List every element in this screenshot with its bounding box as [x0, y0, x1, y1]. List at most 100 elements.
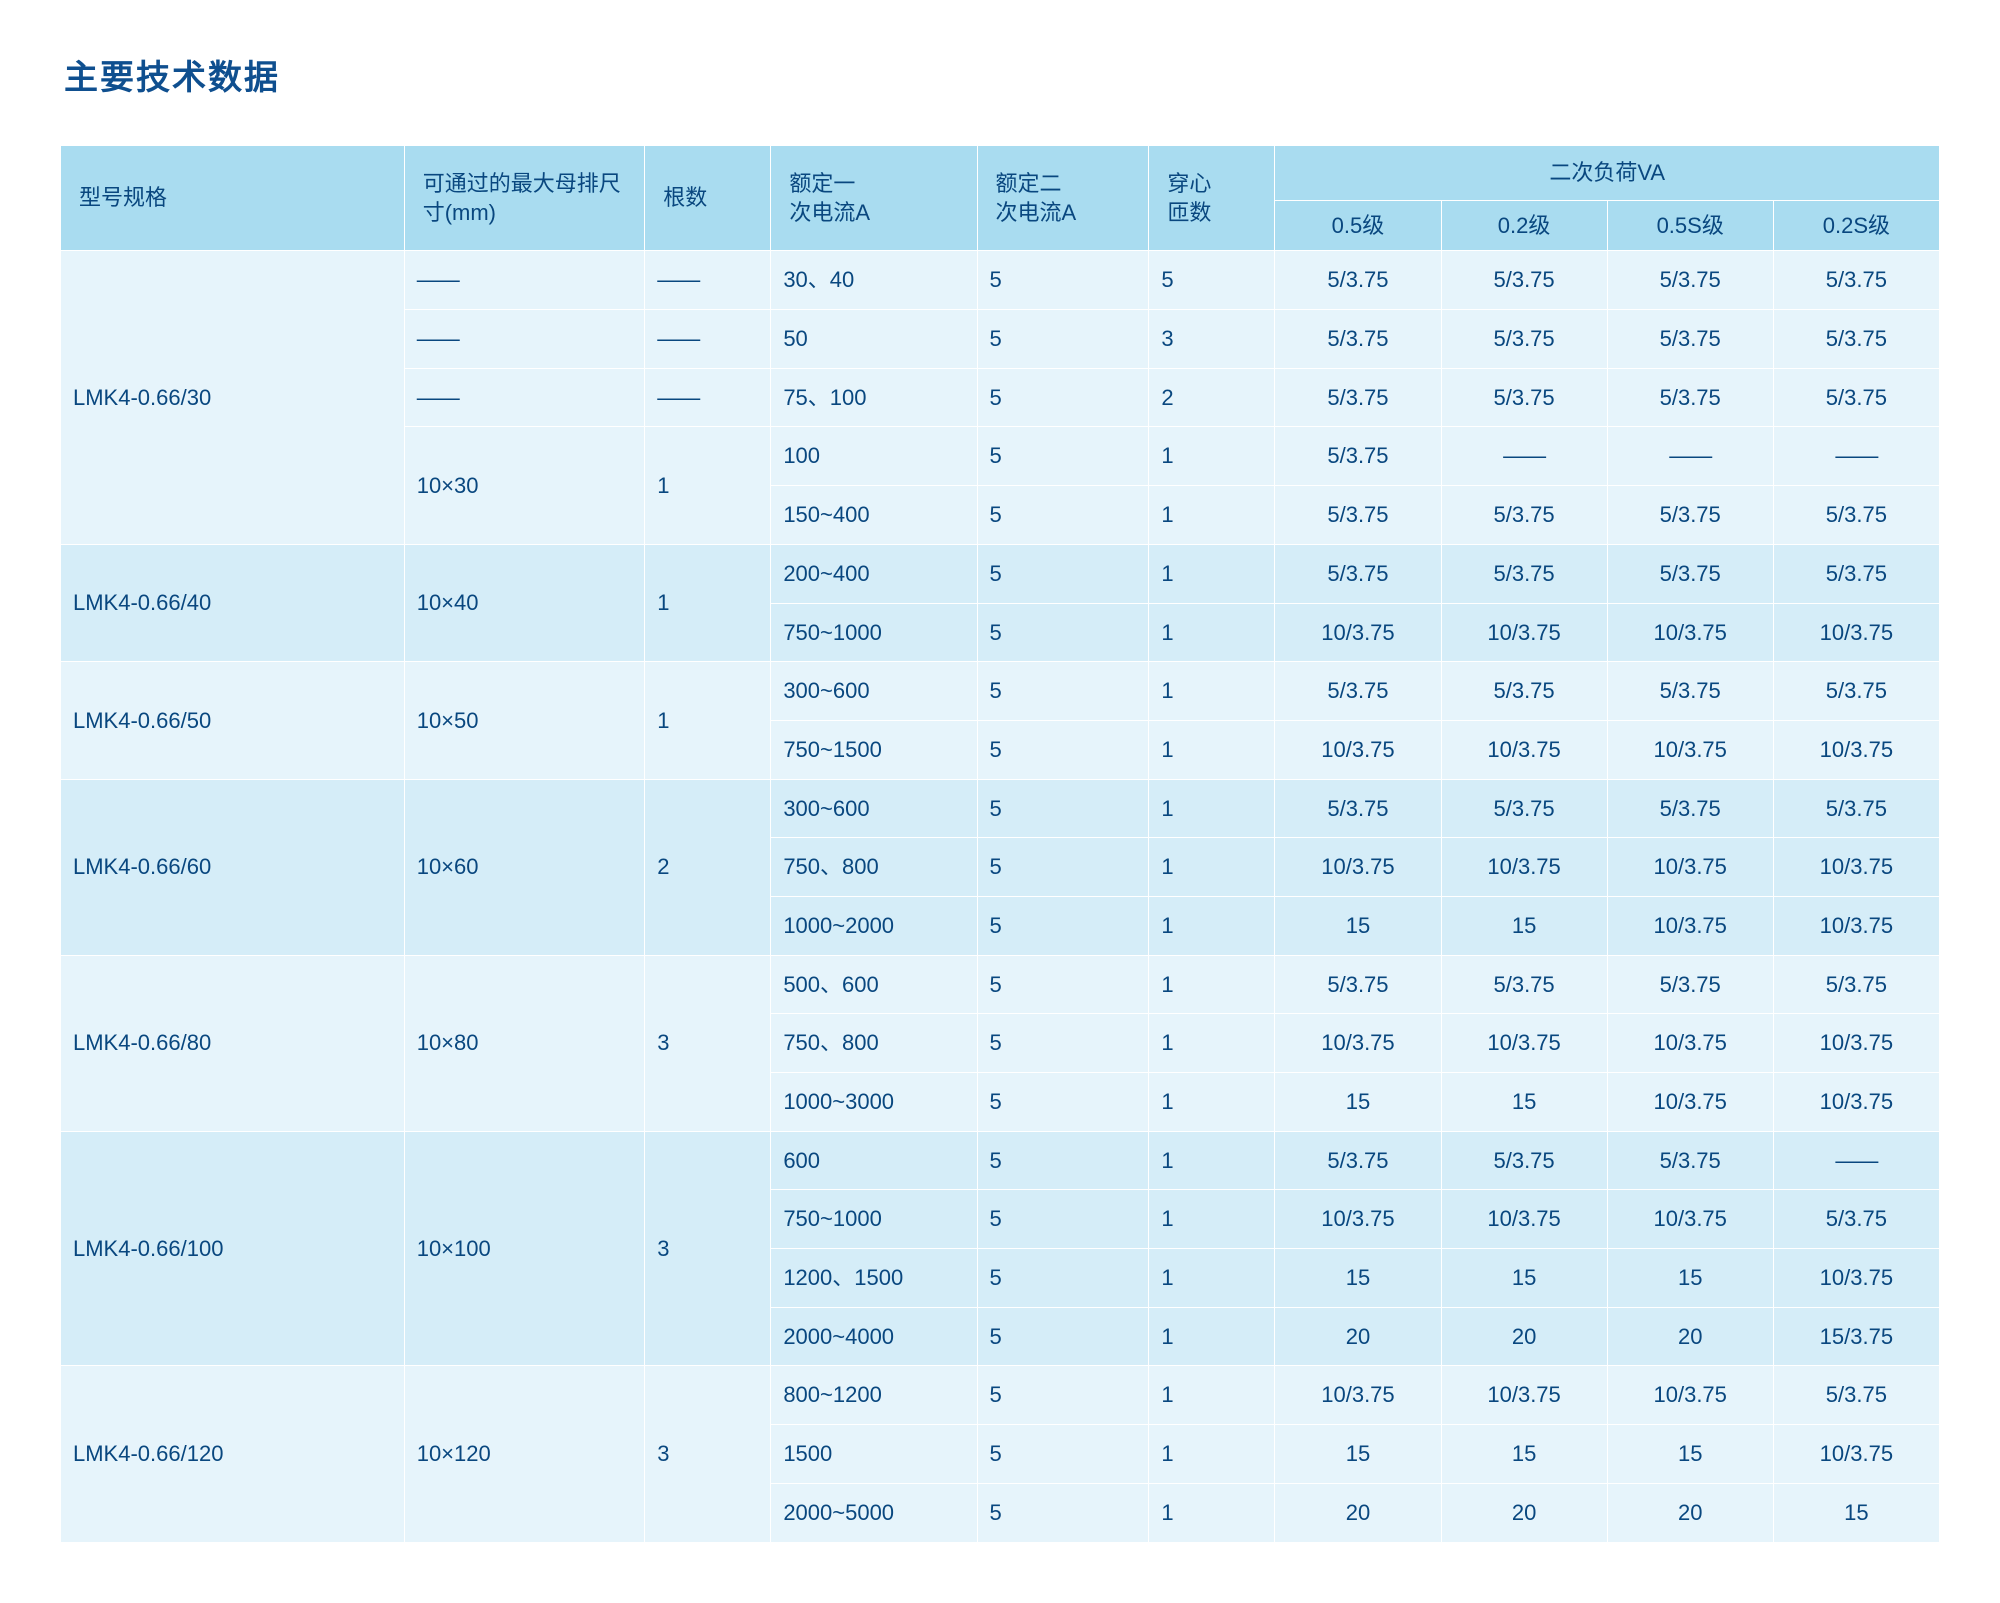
- cell-va-0: 15: [1275, 1425, 1441, 1484]
- cell-va-2: 10/3.75: [1607, 1190, 1773, 1249]
- cell-primary: 300~600: [771, 662, 977, 721]
- th-va-0-2: 0.2级: [1441, 200, 1607, 251]
- cell-turns: 1: [1149, 1307, 1275, 1366]
- cell-busbar: 10×100: [404, 1131, 645, 1366]
- cell-va-1: 15: [1441, 1073, 1607, 1132]
- table-row: LMK4-0.66/10010×1003600515/3.755/3.755/3…: [61, 1131, 1940, 1190]
- cell-secondary: 5: [977, 720, 1149, 779]
- cell-va-1: 15: [1441, 1425, 1607, 1484]
- cell-va-2: 5/3.75: [1607, 1131, 1773, 1190]
- cell-busbar: 10×40: [404, 544, 645, 661]
- cell-va-2: 10/3.75: [1607, 896, 1773, 955]
- cell-va-3: ——: [1773, 427, 1939, 486]
- cell-va-0: 10/3.75: [1275, 1366, 1441, 1425]
- cell-va-2: 20: [1607, 1307, 1773, 1366]
- cell-secondary: 5: [977, 603, 1149, 662]
- cell-turns: 1: [1149, 1190, 1275, 1249]
- cell-turns: 1: [1149, 955, 1275, 1014]
- cell-va-0: 5/3.75: [1275, 310, 1441, 369]
- cell-primary: 1200、1500: [771, 1249, 977, 1308]
- cell-turns: 1: [1149, 544, 1275, 603]
- cell-va-0: 10/3.75: [1275, 720, 1441, 779]
- cell-turns: 2: [1149, 368, 1275, 427]
- cell-busbar: 10×60: [404, 779, 645, 955]
- cell-va-1: 10/3.75: [1441, 603, 1607, 662]
- cell-model: LMK4-0.66/120: [61, 1366, 405, 1542]
- cell-busbar: 10×120: [404, 1366, 645, 1542]
- cell-va-2: 15: [1607, 1425, 1773, 1484]
- cell-va-1: 5/3.75: [1441, 310, 1607, 369]
- cell-va-3: 10/3.75: [1773, 603, 1939, 662]
- cell-va-0: 15: [1275, 1249, 1441, 1308]
- th-va-0-2s: 0.2S级: [1773, 200, 1939, 251]
- cell-turns: 1: [1149, 486, 1275, 545]
- cell-roots: 3: [645, 955, 771, 1131]
- cell-primary: 30、40: [771, 251, 977, 310]
- cell-va-0: 5/3.75: [1275, 486, 1441, 545]
- cell-secondary: 5: [977, 251, 1149, 310]
- cell-va-3: 5/3.75: [1773, 544, 1939, 603]
- cell-turns: 1: [1149, 896, 1275, 955]
- cell-va-2: 5/3.75: [1607, 955, 1773, 1014]
- cell-primary: 1000~3000: [771, 1073, 977, 1132]
- table-row: LMK4-0.66/5010×501300~600515/3.755/3.755…: [61, 662, 1940, 721]
- cell-va-3: 10/3.75: [1773, 1014, 1939, 1073]
- cell-primary: 800~1200: [771, 1366, 977, 1425]
- cell-turns: 1: [1149, 1249, 1275, 1308]
- cell-turns: 1: [1149, 1131, 1275, 1190]
- cell-va-1: 10/3.75: [1441, 720, 1607, 779]
- cell-va-3: 5/3.75: [1773, 955, 1939, 1014]
- cell-turns: 1: [1149, 1014, 1275, 1073]
- cell-primary: 1500: [771, 1425, 977, 1484]
- cell-busbar: 10×80: [404, 955, 645, 1131]
- cell-roots: 3: [645, 1131, 771, 1366]
- cell-va-1: 5/3.75: [1441, 779, 1607, 838]
- cell-busbar: ——: [404, 251, 645, 310]
- cell-primary: 2000~5000: [771, 1483, 977, 1542]
- cell-va-0: 5/3.75: [1275, 1131, 1441, 1190]
- cell-va-2: 5/3.75: [1607, 368, 1773, 427]
- cell-va-2: 5/3.75: [1607, 310, 1773, 369]
- cell-model: LMK4-0.66/50: [61, 662, 405, 779]
- cell-va-3: 10/3.75: [1773, 1073, 1939, 1132]
- cell-roots: 2: [645, 779, 771, 955]
- cell-primary: 100: [771, 427, 977, 486]
- cell-va-2: 15: [1607, 1249, 1773, 1308]
- cell-model: LMK4-0.66/80: [61, 955, 405, 1131]
- cell-secondary: 5: [977, 1307, 1149, 1366]
- cell-secondary: 5: [977, 662, 1149, 721]
- cell-va-3: 10/3.75: [1773, 720, 1939, 779]
- cell-va-1: 5/3.75: [1441, 486, 1607, 545]
- cell-model: LMK4-0.66/60: [61, 779, 405, 955]
- cell-va-1: 10/3.75: [1441, 1190, 1607, 1249]
- cell-secondary: 5: [977, 1366, 1149, 1425]
- cell-turns: 1: [1149, 1483, 1275, 1542]
- cell-secondary: 5: [977, 1190, 1149, 1249]
- cell-va-3: 10/3.75: [1773, 1425, 1939, 1484]
- cell-va-3: 10/3.75: [1773, 896, 1939, 955]
- cell-primary: 750、800: [771, 1014, 977, 1073]
- cell-secondary: 5: [977, 544, 1149, 603]
- cell-primary: 1000~2000: [771, 896, 977, 955]
- spec-table: 型号规格 可通过的最大母排尺寸(mm) 根数 额定一次电流A 额定二次电流A 穿…: [60, 145, 1940, 1543]
- cell-secondary: 5: [977, 896, 1149, 955]
- cell-va-1: 10/3.75: [1441, 838, 1607, 897]
- cell-va-1: 5/3.75: [1441, 955, 1607, 1014]
- cell-roots: ——: [645, 251, 771, 310]
- th-turns: 穿心匝数: [1149, 146, 1275, 251]
- cell-va-3: 5/3.75: [1773, 779, 1939, 838]
- cell-va-3: ——: [1773, 1131, 1939, 1190]
- cell-va-1: 15: [1441, 896, 1607, 955]
- table-row: LMK4-0.66/6010×602300~600515/3.755/3.755…: [61, 779, 1940, 838]
- cell-va-0: 15: [1275, 896, 1441, 955]
- cell-va-3: 5/3.75: [1773, 1366, 1939, 1425]
- cell-turns: 1: [1149, 1366, 1275, 1425]
- th-busbar: 可通过的最大母排尺寸(mm): [404, 146, 645, 251]
- cell-va-1: 5/3.75: [1441, 662, 1607, 721]
- cell-primary: 2000~4000: [771, 1307, 977, 1366]
- cell-roots: ——: [645, 310, 771, 369]
- cell-va-2: 5/3.75: [1607, 544, 1773, 603]
- table-row: LMK4-0.66/4010×401200~400515/3.755/3.755…: [61, 544, 1940, 603]
- cell-va-1: 10/3.75: [1441, 1014, 1607, 1073]
- cell-secondary: 5: [977, 779, 1149, 838]
